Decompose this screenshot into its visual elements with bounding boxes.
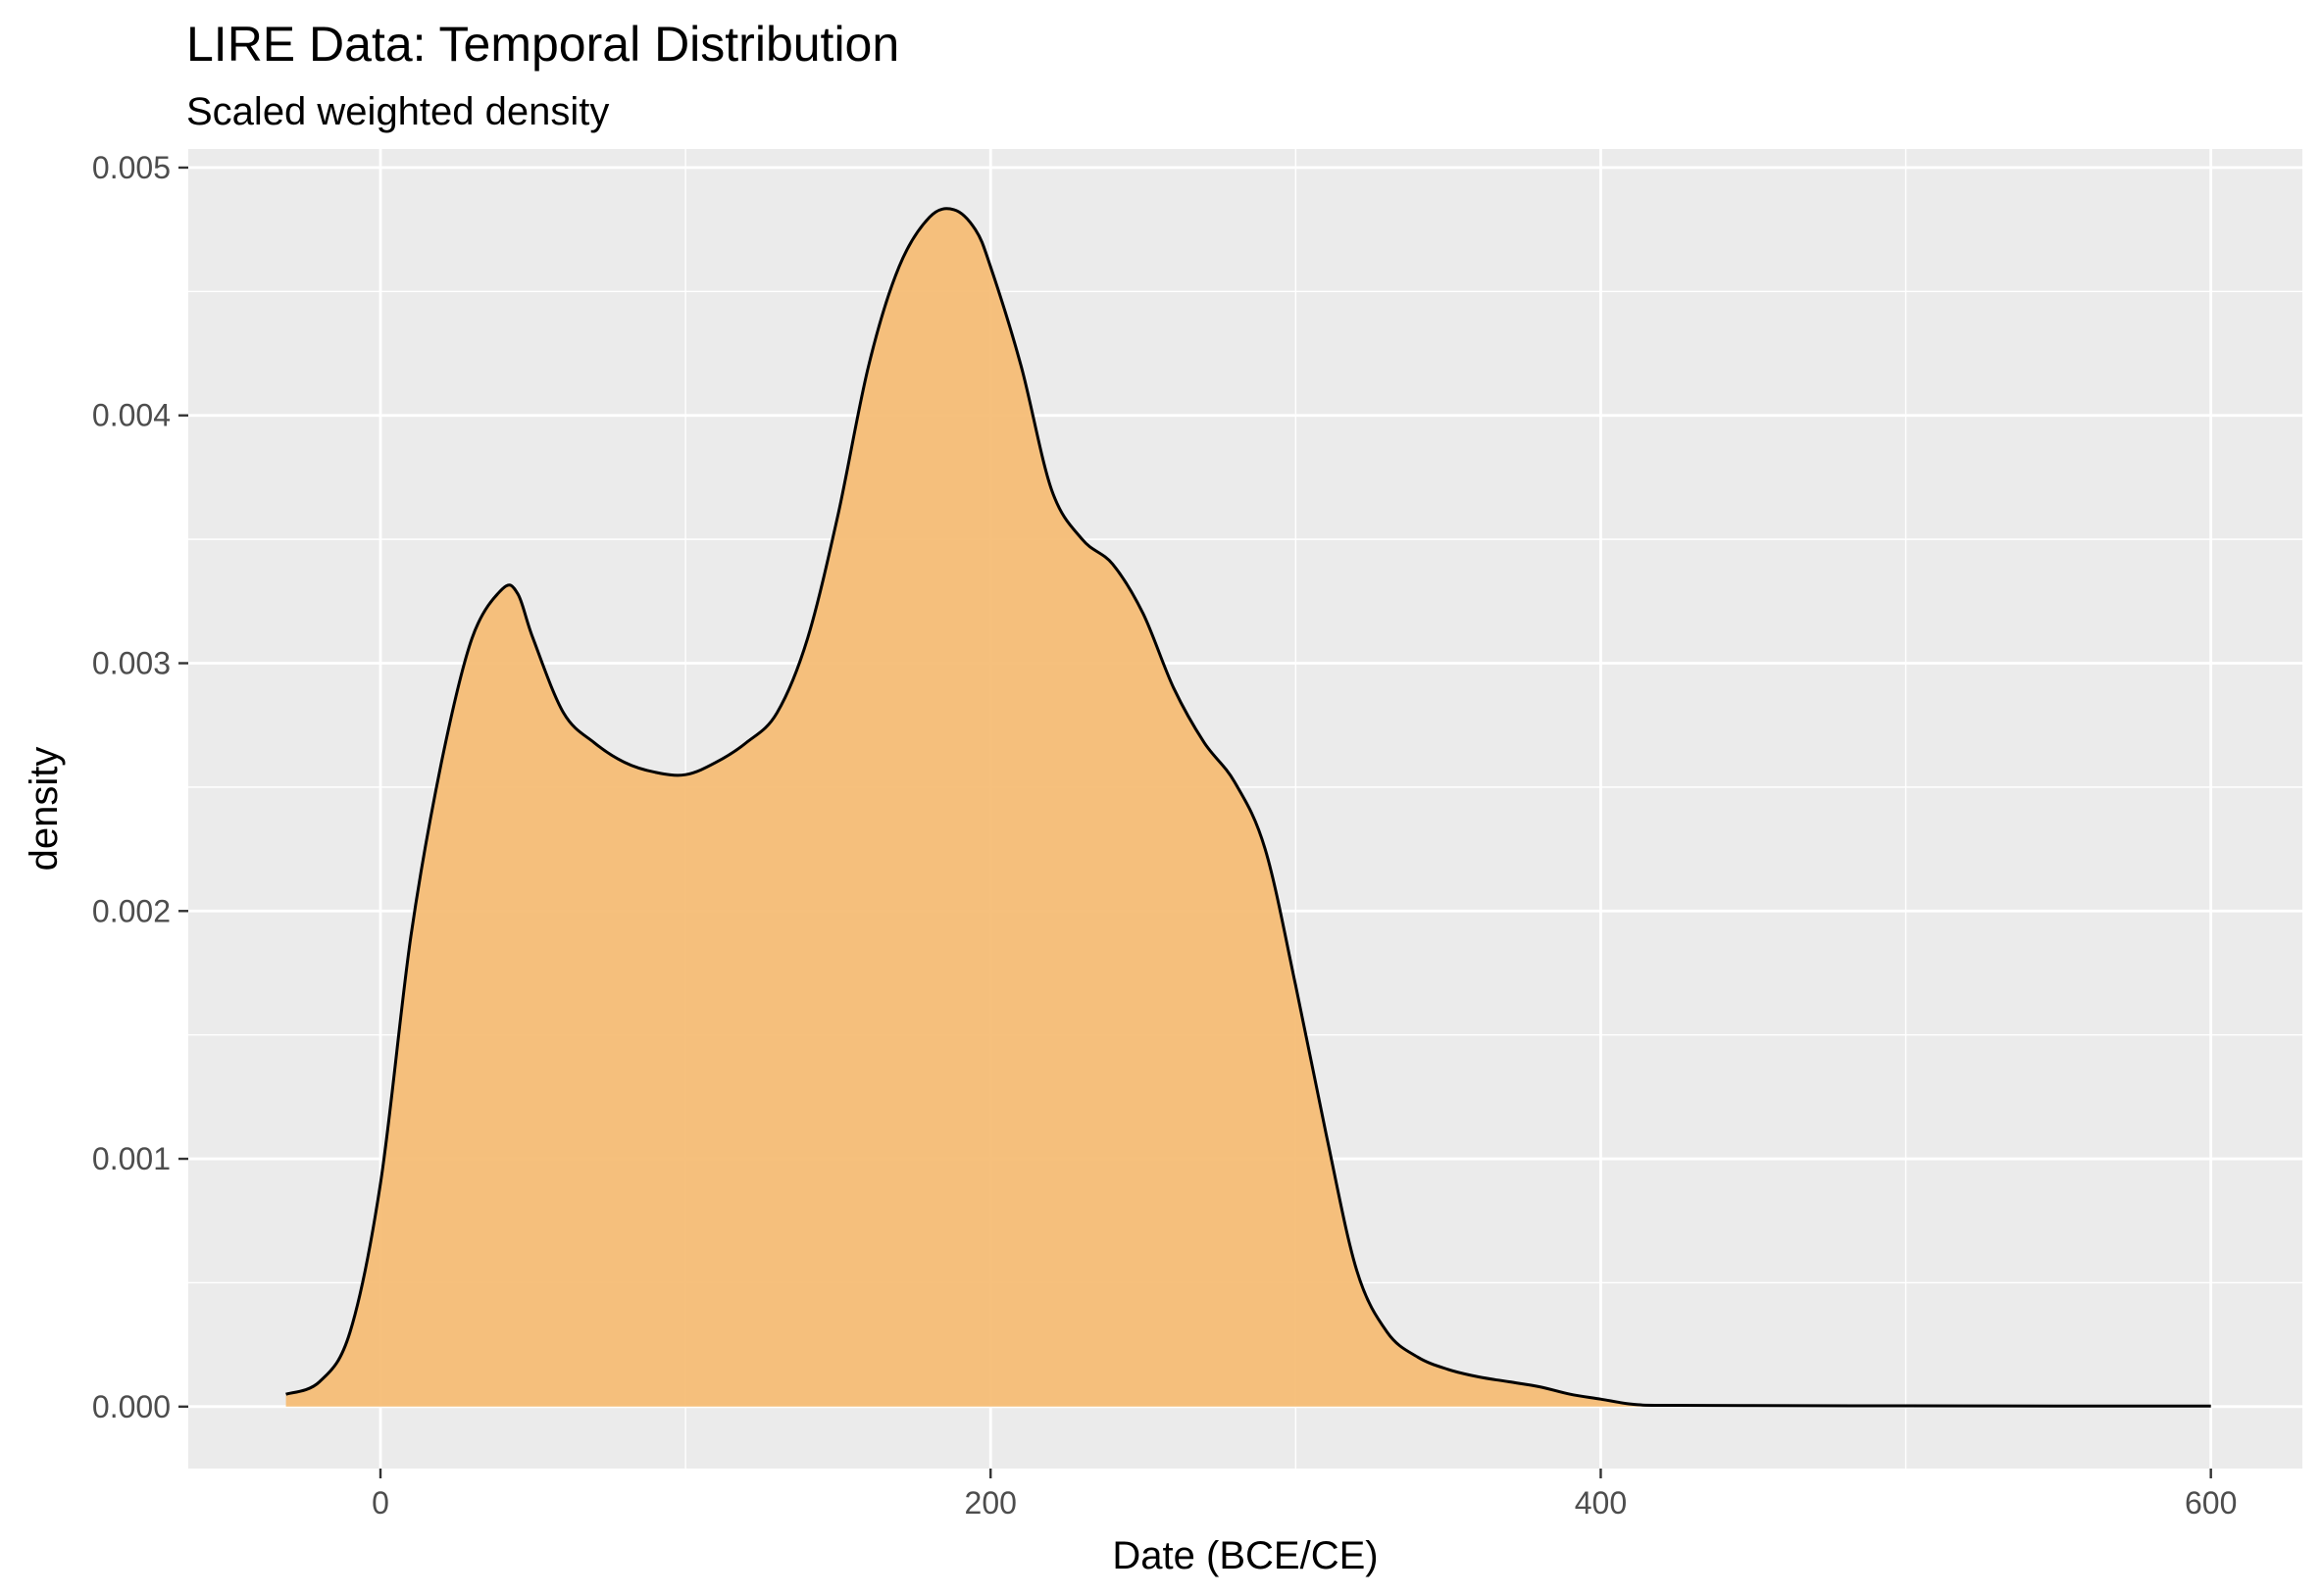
y-tick-label: 0.001 <box>92 1141 171 1176</box>
chart-subtitle: Scaled weighted density <box>186 90 610 133</box>
x-tick-label: 0 <box>372 1485 389 1521</box>
x-tick-label: 400 <box>1575 1485 1627 1521</box>
y-tick-label: 0.002 <box>92 893 171 928</box>
y-axis: 0.000 0.001 0.002 0.003 0.004 0.005 <box>92 150 188 1424</box>
y-tick-label: 0.005 <box>92 150 171 185</box>
x-tick-label: 200 <box>965 1485 1017 1521</box>
y-tick-label: 0.004 <box>92 398 171 433</box>
x-axis-title: Date (BCE/CE) <box>1112 1534 1378 1577</box>
y-tick-label: 0.003 <box>92 645 171 680</box>
y-axis-title: density <box>23 747 66 872</box>
chart-title: LIRE Data: Temporal Distribution <box>186 17 900 72</box>
y-tick-label: 0.000 <box>92 1389 171 1424</box>
density-line <box>285 207 2211 1408</box>
x-tick-label: 600 <box>2185 1485 2237 1521</box>
x-axis: 0 200 400 600 <box>372 1469 2237 1521</box>
